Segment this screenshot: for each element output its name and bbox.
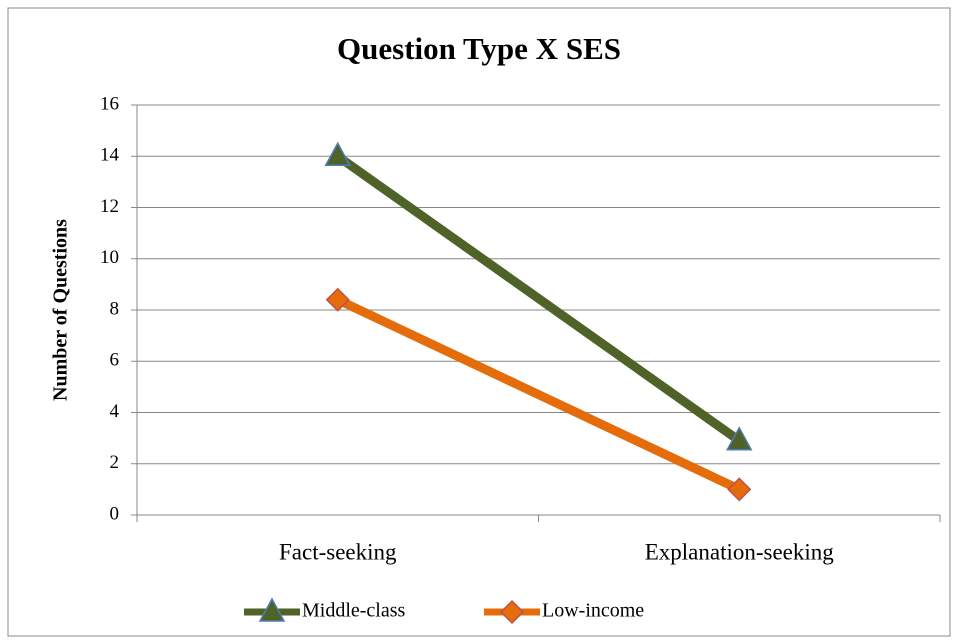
data-point bbox=[725, 426, 753, 451]
legend-marker bbox=[258, 597, 286, 622]
chart-title: Question Type X SES bbox=[337, 31, 621, 66]
y-tick-label: 8 bbox=[110, 298, 120, 319]
y-tick-label: 16 bbox=[100, 93, 119, 114]
x-tick-label: Explanation-seeking bbox=[645, 539, 835, 564]
data-point bbox=[324, 141, 352, 166]
y-axis-label: Number of Questions bbox=[50, 219, 72, 401]
legend-label: Middle-class bbox=[302, 600, 406, 622]
chart-border bbox=[7, 7, 951, 637]
y-tick-label: 2 bbox=[110, 452, 120, 473]
data-point bbox=[325, 287, 350, 312]
y-tick-label: 12 bbox=[100, 196, 119, 217]
legend-label: Low-income bbox=[542, 600, 644, 622]
y-tick-label: 0 bbox=[110, 503, 120, 524]
y-tick-label: 4 bbox=[110, 401, 120, 422]
y-tick-label: 14 bbox=[100, 145, 120, 166]
legend-marker bbox=[499, 599, 525, 625]
series-line bbox=[335, 295, 742, 494]
y-tick-label: 10 bbox=[100, 247, 119, 268]
series-line bbox=[335, 152, 742, 445]
y-tick-label: 6 bbox=[110, 350, 120, 371]
x-tick-label: Fact-seeking bbox=[279, 539, 397, 564]
data-point bbox=[727, 477, 752, 502]
